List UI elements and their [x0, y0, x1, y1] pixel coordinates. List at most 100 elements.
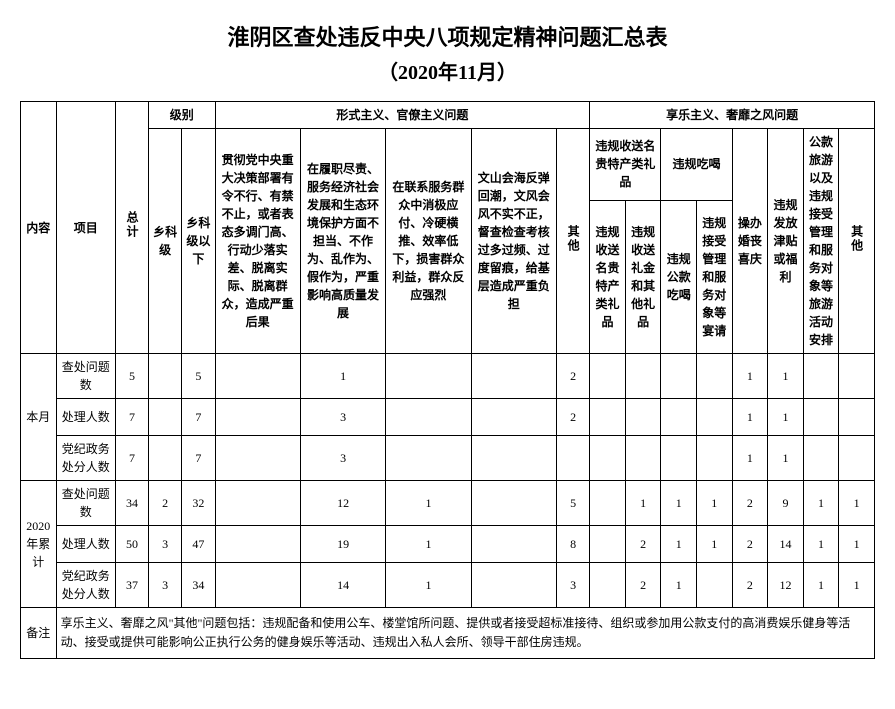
footnote-row: 备注 享乐主义、奢靡之风"其他"问题包括：违规配备和使用公车、楼堂馆所问题、提供… — [21, 608, 875, 659]
cell: 50 — [115, 526, 148, 563]
cell: 34 — [182, 563, 215, 608]
cell: 37 — [115, 563, 148, 608]
cell — [803, 354, 839, 399]
cell — [590, 436, 626, 481]
hdr-gift-group: 违规收送名贵特产类礼品 — [590, 129, 661, 201]
cell — [803, 399, 839, 436]
hdr-p-other: 其他 — [839, 129, 875, 354]
hdr-total: 总计 — [115, 102, 148, 354]
hdr-f2: 在履职尽责、服务经济社会发展和生态环境保护方面不担当、不作为、乱作为、假作为，严… — [300, 129, 385, 354]
cell — [839, 354, 875, 399]
cell: 14 — [300, 563, 385, 608]
cell: 47 — [182, 526, 215, 563]
cell: 32 — [182, 481, 215, 526]
cell: 1 — [839, 563, 875, 608]
table-row: 处理人数 50 3 47 19 1 8 2 1 1 2 14 1 1 — [21, 526, 875, 563]
hdr-travel: 公款旅游以及违规接受管理和服务对象等旅游活动安排 — [803, 129, 839, 354]
cell: 1 — [386, 481, 471, 526]
cell: 1 — [803, 526, 839, 563]
cell: 8 — [557, 526, 590, 563]
hdr-f3: 在联系服务群众中消极应付、冷硬横推、效率低下，损害群众利益，群众反应强烈 — [386, 129, 471, 354]
cell: 1 — [732, 354, 768, 399]
cell: 1 — [300, 354, 385, 399]
hdr-gift-a: 违规收送名贵特产类礼品 — [590, 200, 626, 353]
cell: 1 — [732, 436, 768, 481]
cell: 2 — [732, 563, 768, 608]
cell: 3 — [149, 526, 182, 563]
row-label: 处理人数 — [56, 399, 115, 436]
footnote-label: 备注 — [21, 608, 57, 659]
cell: 2 — [732, 526, 768, 563]
table-row: 2020年累计 查处问题数 34 2 32 12 1 5 1 1 1 2 9 1… — [21, 481, 875, 526]
cell: 7 — [182, 436, 215, 481]
cell: 1 — [386, 526, 471, 563]
cell: 2 — [625, 563, 661, 608]
cell: 5 — [115, 354, 148, 399]
cell — [149, 436, 182, 481]
cell — [471, 563, 556, 608]
cell: 9 — [768, 481, 804, 526]
cell — [590, 481, 626, 526]
cell: 1 — [697, 481, 733, 526]
header-row-1: 内容 项目 总计 级别 形式主义、官僚主义问题 享乐主义、奢靡之风问题 — [21, 102, 875, 129]
cell: 1 — [839, 526, 875, 563]
cell: 1 — [768, 399, 804, 436]
cell — [661, 354, 697, 399]
section-ytd: 2020年累计 — [21, 481, 57, 608]
cell: 19 — [300, 526, 385, 563]
cell: 1 — [697, 526, 733, 563]
cell — [590, 354, 626, 399]
row-label: 查处问题数 — [56, 354, 115, 399]
cell — [661, 399, 697, 436]
cell: 3 — [149, 563, 182, 608]
cell: 12 — [300, 481, 385, 526]
cell — [697, 563, 733, 608]
cell: 7 — [115, 399, 148, 436]
cell — [590, 563, 626, 608]
row-label: 处理人数 — [56, 526, 115, 563]
hdr-f4: 文山会海反弹回潮，文风会风不实不正，督查检查考核过多过频、过度留痕，给基层造成严… — [471, 129, 556, 354]
hdr-level-group: 级别 — [149, 102, 215, 129]
page-subtitle: （2020年11月） — [20, 56, 875, 85]
cell: 5 — [182, 354, 215, 399]
cell — [803, 436, 839, 481]
cell — [625, 436, 661, 481]
cell: 2 — [732, 481, 768, 526]
cell: 1 — [661, 563, 697, 608]
footnote-text: 享乐主义、奢靡之风"其他"问题包括：违规配备和使用公车、楼堂馆所问题、提供或者接… — [56, 608, 874, 659]
cell — [471, 354, 556, 399]
cell — [471, 399, 556, 436]
cell: 7 — [182, 399, 215, 436]
cell — [625, 354, 661, 399]
hdr-wedding: 操办婚丧喜庆 — [732, 129, 768, 354]
cell — [215, 563, 300, 608]
cell: 12 — [768, 563, 804, 608]
cell — [625, 399, 661, 436]
cell: 7 — [115, 436, 148, 481]
cell: 1 — [839, 481, 875, 526]
cell — [697, 436, 733, 481]
cell: 1 — [386, 563, 471, 608]
cell — [471, 481, 556, 526]
cell: 5 — [557, 481, 590, 526]
cell — [386, 354, 471, 399]
cell — [590, 399, 626, 436]
cell — [149, 399, 182, 436]
table-row: 处理人数 7 7 3 2 1 1 — [21, 399, 875, 436]
cell — [386, 399, 471, 436]
cell: 1 — [803, 563, 839, 608]
row-label: 党纪政务处分人数 — [56, 563, 115, 608]
cell — [386, 436, 471, 481]
cell: 2 — [557, 354, 590, 399]
cell: 1 — [625, 481, 661, 526]
cell: 3 — [300, 436, 385, 481]
cell — [661, 436, 697, 481]
hdr-project: 项目 — [56, 102, 115, 354]
cell: 1 — [768, 436, 804, 481]
cell: 2 — [149, 481, 182, 526]
hdr-eat-b: 违规接受管理和服务对象等宴请 — [697, 200, 733, 353]
cell: 14 — [768, 526, 804, 563]
row-label: 查处问题数 — [56, 481, 115, 526]
table-row: 党纪政务处分人数 37 3 34 14 1 3 2 1 2 12 1 1 — [21, 563, 875, 608]
hdr-content: 内容 — [21, 102, 57, 354]
